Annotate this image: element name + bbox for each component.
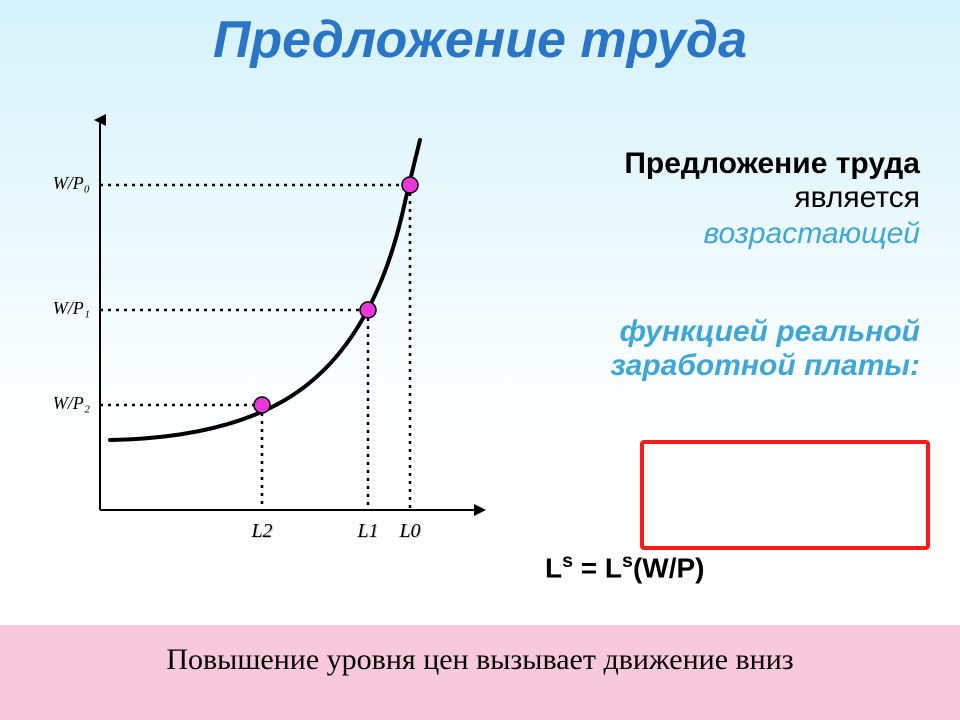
title-text: Предложение труда	[213, 11, 747, 69]
description-text: Предложение труда являетсявозрастающей фу…	[520, 145, 920, 385]
y-axis-label: W/P₂	[40, 393, 90, 414]
desc-line: Предложение труда является	[520, 147, 920, 215]
bottom-caption-text: Повышение уровня цен вызывает движение в…	[166, 643, 793, 677]
supply-curve-chart: W/P₀ L0 W/P₁ L1 W/P₂ L2	[30, 100, 510, 550]
x-axis-label: L1	[348, 520, 388, 543]
desc-line: функцией реальной заработной платы:	[520, 315, 920, 383]
formula-text: Ls = Ls(W/P)	[545, 550, 905, 584]
x-axis-label: L0	[390, 520, 430, 543]
slide-title: Предложение труда	[0, 10, 960, 70]
y-axis-label: W/P₁	[40, 298, 90, 319]
highlight-box	[640, 440, 930, 550]
desc-line: возрастающей	[520, 217, 920, 251]
chart-svg	[30, 100, 510, 550]
bottom-caption-bar: Повышение уровня цен вызывает движение в…	[0, 625, 960, 720]
x-axis-label: L2	[242, 520, 282, 543]
y-axis-label: W/P₀	[40, 173, 90, 194]
